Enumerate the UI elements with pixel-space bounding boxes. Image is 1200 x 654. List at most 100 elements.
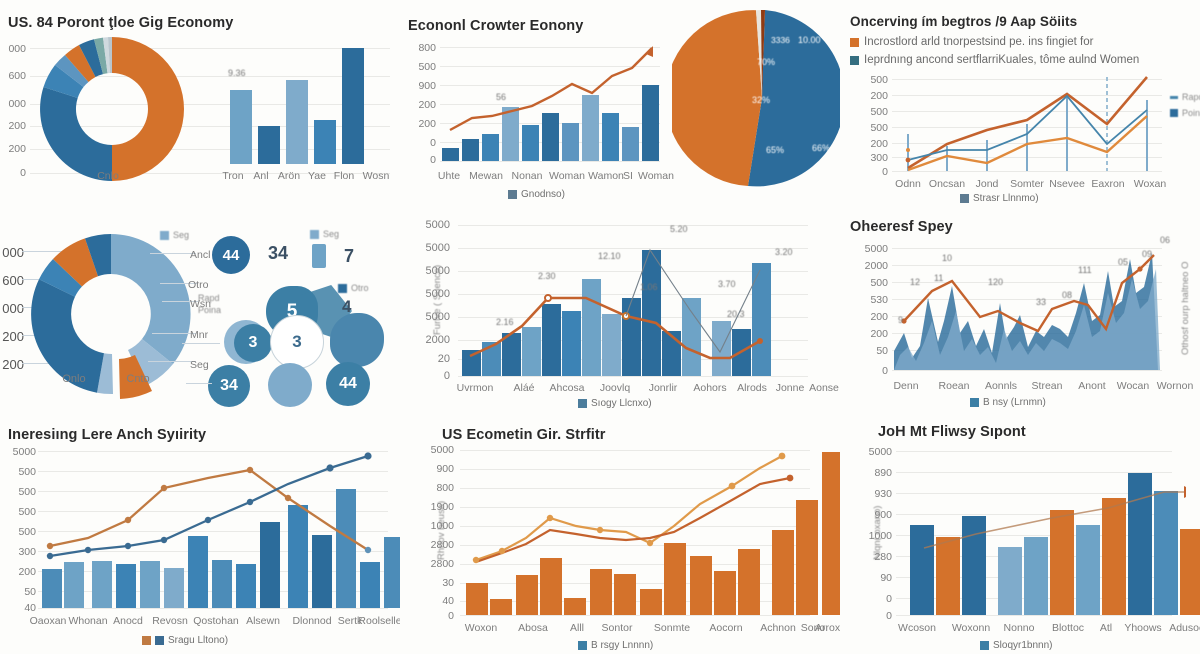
pie-slice-2	[756, 10, 762, 98]
panel-us-economic-growth: US Ecometin Gir. Strfitr 5000 900 800 19…	[400, 410, 840, 654]
x-tick: Roolselle	[358, 615, 400, 627]
y-tick: 200	[418, 118, 436, 130]
trend-line-orange	[469, 296, 761, 360]
line-series-economic-growth	[449, 46, 653, 132]
panel-gap-shifts: Oncerving ím begtros /9 Aap Söiits Incro…	[840, 0, 1200, 205]
gridline	[460, 545, 810, 546]
legend-swatch-icon	[1170, 95, 1178, 99]
gridline	[892, 282, 1162, 283]
data-point	[728, 482, 736, 490]
bar	[1102, 498, 1126, 615]
gridline	[30, 126, 390, 127]
bar	[502, 333, 521, 376]
kpi-bubble-27: 34	[208, 365, 250, 407]
y-tick: 5000	[864, 243, 888, 255]
bar	[462, 139, 479, 161]
donut-slice-3	[55, 55, 89, 87]
x-tick: Mewan	[469, 170, 503, 182]
x-tick: Arroxt	[814, 622, 840, 634]
connector-line	[162, 301, 198, 302]
trend-line-orange	[903, 254, 1155, 333]
y-tick: 30	[442, 577, 454, 589]
panel-title-economic-growth: Econonl Crowter Eonony	[408, 18, 584, 34]
donut-slice-6	[94, 37, 108, 75]
data-point	[646, 539, 654, 547]
panel-title-us-economic: US Ecometin Gir. Strfitr	[442, 427, 606, 443]
x-tick: Woxonn	[951, 622, 991, 634]
gridline	[30, 48, 390, 49]
x-tick: Abosa	[518, 622, 548, 634]
x-tick: Eaxron	[1091, 178, 1125, 190]
data-point	[284, 494, 292, 502]
bar	[522, 327, 541, 376]
y-tick: 2800	[430, 558, 454, 570]
legend-swatch-icon	[160, 230, 169, 240]
legend-swatch-icon	[1170, 109, 1178, 117]
y-tick: 500	[18, 526, 36, 538]
y-tick: 2000	[864, 260, 888, 272]
donut-slice-1	[128, 339, 173, 386]
bar	[288, 505, 308, 608]
callout-value: Mnr	[190, 329, 209, 341]
bar-group-us-economic	[462, 450, 840, 615]
y-tick: 300	[870, 152, 888, 164]
panel-title-anch: Ineresiıng Lere Anch Syıirity	[8, 427, 207, 443]
trend-line-grey	[625, 248, 761, 354]
gridline	[892, 316, 1162, 317]
bar	[642, 250, 661, 376]
connector-line	[148, 361, 196, 362]
gridline	[896, 514, 1172, 515]
legend-label: B rsgy Lnnnn)	[591, 640, 654, 651]
y-tick: 5000	[12, 446, 36, 458]
kpi-bubble-blank	[268, 363, 312, 407]
data-label: 2.30	[538, 271, 556, 281]
legend-swatch-icon	[142, 636, 151, 645]
panel-title-area: Oheeresf Spey	[850, 219, 953, 235]
y-tick: 2000	[425, 334, 450, 346]
y-tick: 1000	[430, 520, 454, 532]
data-point	[1137, 266, 1143, 272]
data-point	[46, 552, 54, 560]
y-tick: 900	[436, 463, 454, 475]
gridline	[458, 294, 808, 295]
chart-legend-flwsy: Sloqyr1bnnn)	[980, 640, 1052, 651]
y-tick: 800	[436, 482, 454, 494]
kpi-bubble-59: 44	[326, 362, 370, 406]
y-axis-title-right: Othosf ourp haltneo O	[1180, 261, 1191, 355]
series-line-increase	[907, 76, 1148, 170]
bar	[1076, 525, 1100, 615]
x-tick: Adusoé	[1169, 622, 1200, 634]
gridline	[38, 511, 388, 512]
y-tick: 200	[870, 138, 888, 150]
gridline	[458, 225, 808, 226]
kpi-bar-icon	[312, 244, 326, 268]
y-tick: 900	[418, 80, 436, 92]
data-label: 9	[898, 315, 904, 325]
bar	[164, 568, 184, 608]
x-tick: Tron	[222, 170, 244, 182]
y-tick: 530	[870, 294, 888, 306]
data-label: 33	[1036, 297, 1047, 307]
kpi-percent-125: 34	[268, 243, 289, 263]
line-series-flwsy	[923, 486, 1186, 549]
legend-swatch-icon	[155, 636, 164, 645]
y-tick-4: 200	[8, 143, 26, 155]
gridline	[460, 488, 810, 489]
legend-label: Rapd	[1182, 92, 1200, 102]
gridline	[30, 173, 390, 174]
x-tick: Woxan	[1133, 178, 1167, 190]
legend-label: Rapd	[198, 293, 220, 303]
gridline	[896, 535, 1172, 536]
kpi-legend-top: Seg	[310, 229, 339, 239]
arrow-head-icon	[1184, 486, 1186, 498]
x-tick: Strean	[1031, 380, 1063, 392]
gridline	[892, 95, 1162, 96]
y-axis-title-flwsy: Nlqn(.oxano)	[872, 505, 883, 560]
bar	[236, 564, 256, 608]
x-tick: Qostohan	[193, 615, 239, 627]
panel-title-gig-economy: US. 84 Poront ţloe Gig Economy	[8, 15, 234, 31]
chart-legend-area: B nsy (Lrnmn)	[970, 397, 1046, 408]
x-tick: Joovlq	[599, 382, 631, 394]
y-axis-title-us-economic: Rhrlov beuso)	[436, 500, 447, 560]
x-tick: Achnon	[760, 622, 796, 634]
